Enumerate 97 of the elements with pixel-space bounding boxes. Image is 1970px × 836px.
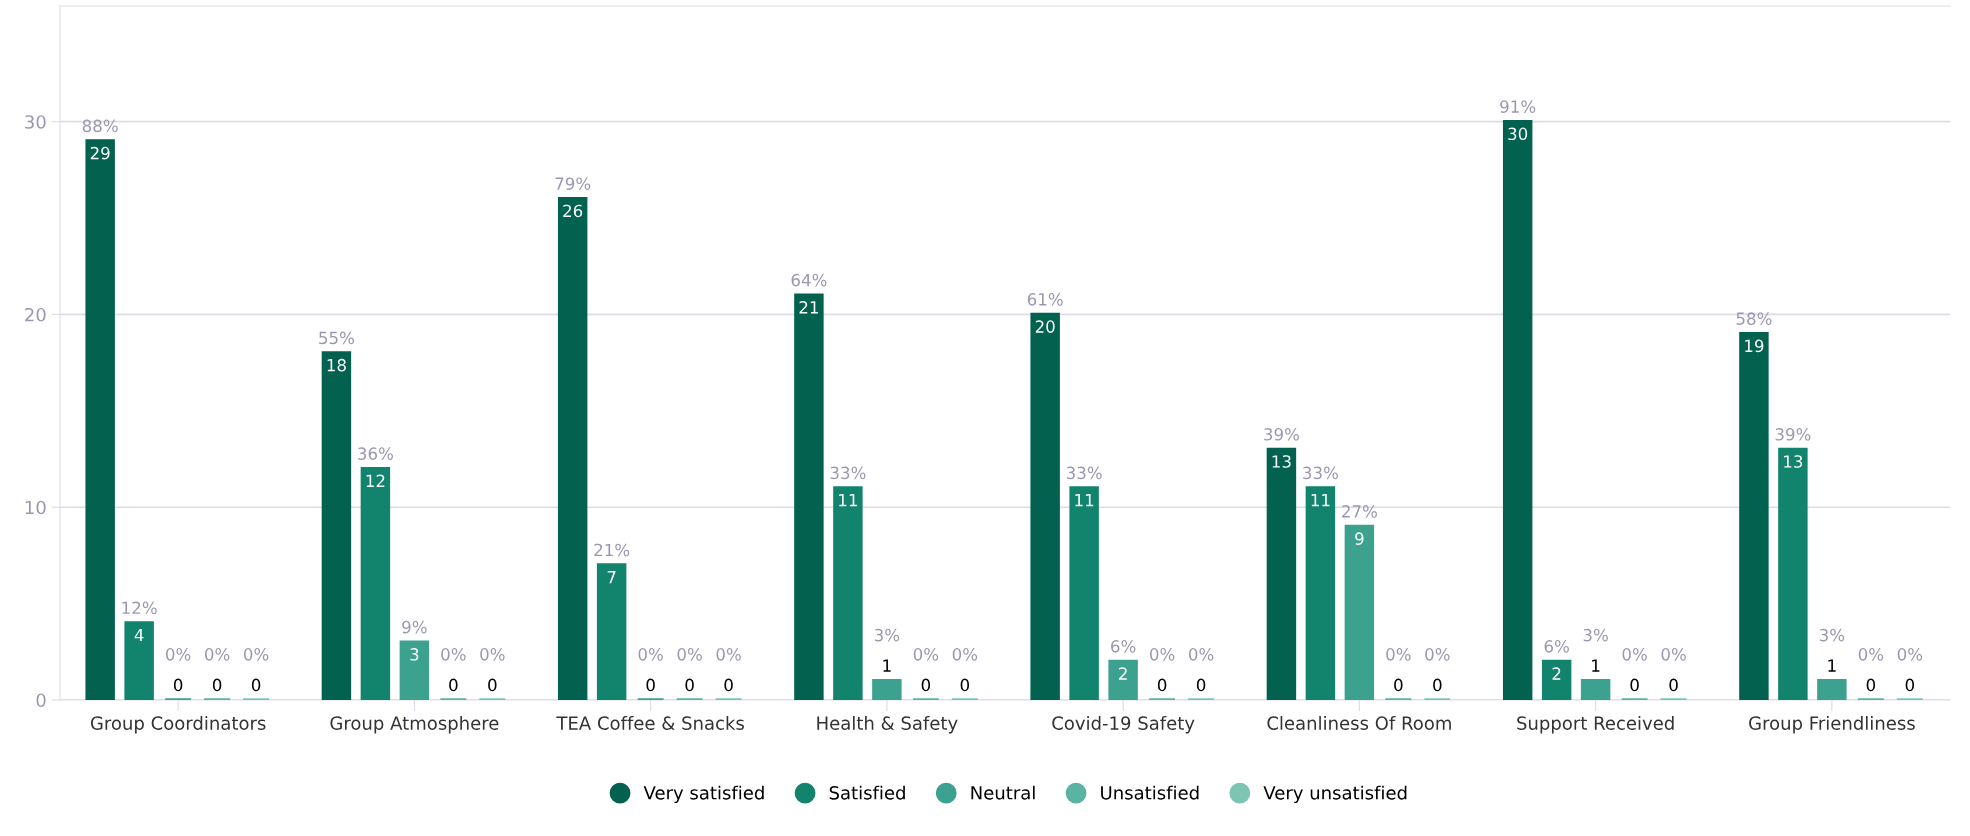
annotation: 0%: [441, 648, 466, 661]
data-label: 11: [839, 494, 857, 507]
legend-label: Neutral: [971, 785, 1035, 800]
annotation: 6%: [1111, 640, 1136, 653]
annotation: 33%: [830, 466, 866, 480]
data-label: 0: [960, 678, 970, 692]
data-label: 0: [173, 678, 183, 692]
data-label: 13: [1272, 455, 1291, 468]
data-label: 0: [1905, 678, 1915, 692]
annotation: 33%: [1303, 466, 1338, 480]
annotation: 88%: [82, 119, 118, 133]
x-tick-label: Group Atmosphere: [330, 715, 499, 734]
x-tick-label: Cleanliness Of Room: [1267, 715, 1451, 730]
annotation: 0%: [1858, 648, 1884, 661]
annotation: 0%: [952, 648, 978, 661]
data-label: 0: [1196, 678, 1206, 692]
legend-label: Very unsatisfied: [1263, 785, 1407, 804]
data-label: 2: [1552, 667, 1561, 680]
annotation: 61%: [1027, 293, 1063, 306]
annotation: 0%: [204, 648, 230, 661]
data-label: 0: [1157, 678, 1167, 692]
data-label: 20: [1035, 320, 1055, 333]
annotation: 0%: [166, 648, 191, 661]
legend-label: Satisfied: [829, 785, 905, 800]
annotation: 33%: [1066, 466, 1102, 480]
y-tick-label: 20: [25, 307, 46, 322]
data-label: 0: [1394, 678, 1403, 692]
data-label: 21: [799, 301, 818, 314]
x-tick-label: Covid-19 Safety: [1052, 715, 1195, 734]
legend-label: Unsatisfied: [1101, 785, 1199, 800]
data-label: 26: [563, 204, 583, 218]
annotation: 0%: [1897, 648, 1923, 661]
data-label: 11: [1311, 494, 1330, 507]
data-label: 12: [366, 474, 385, 487]
data-label: 0: [1669, 678, 1678, 692]
annotation: 58%: [1736, 312, 1772, 325]
annotation: 0%: [1149, 648, 1175, 661]
annotation: 55%: [319, 331, 355, 345]
data-label: 0: [921, 678, 931, 692]
data-label: 0: [1433, 678, 1442, 692]
annotation: 9%: [402, 620, 427, 634]
y-tick-label: 30: [25, 115, 46, 129]
annotation: 0%: [913, 648, 939, 661]
data-label: 0: [212, 678, 222, 692]
annotation: 39%: [1775, 428, 1811, 441]
annotation: 0%: [1386, 648, 1411, 661]
annotation: 12%: [122, 601, 157, 615]
data-label: 2: [1119, 667, 1127, 680]
data-label: 30: [1508, 127, 1528, 141]
annotation: 91%: [1500, 100, 1536, 113]
annotation: 6%: [1544, 640, 1569, 653]
data-label: 0: [488, 678, 497, 692]
annotation: 0%: [1661, 648, 1686, 661]
data-label: 29: [90, 146, 110, 160]
x-tick-label: Group Coordinators: [90, 715, 266, 734]
annotation: 0%: [243, 648, 269, 661]
data-label: 13: [1784, 455, 1803, 468]
annotation: 36%: [358, 447, 393, 460]
x-tick-label: Group Friendliness: [1749, 715, 1915, 734]
annotation: 39%: [1264, 428, 1300, 441]
data-label: 0: [646, 678, 655, 692]
annotation: 3%: [874, 628, 900, 642]
data-label: 0: [1630, 678, 1639, 692]
annotation: 64%: [791, 273, 827, 287]
legend-label: Very satisfied: [643, 785, 764, 804]
data-label: 1: [1828, 659, 1836, 672]
annotation: 79%: [555, 177, 591, 190]
data-label: 19: [1745, 339, 1764, 353]
annotation: 3%: [1583, 628, 1608, 642]
data-label: 0: [1866, 678, 1876, 692]
annotation: 0%: [1425, 648, 1450, 661]
annotation: 0%: [480, 648, 505, 661]
annotation: 0%: [1188, 648, 1214, 661]
data-label: 0: [685, 678, 694, 692]
y-tick-label: 10: [25, 500, 46, 515]
x-tick-label: Health & Safety: [817, 715, 958, 734]
annotation: 0%: [638, 648, 663, 661]
data-label: 9: [1355, 532, 1364, 545]
data-label: 0: [449, 678, 458, 692]
annotation: 0%: [716, 648, 741, 661]
data-label: 11: [1075, 494, 1094, 507]
annotation: 27%: [1342, 505, 1377, 518]
x-tick-label: Support Received: [1517, 715, 1674, 734]
data-label: 18: [327, 358, 346, 372]
annotation: 0%: [677, 648, 702, 661]
data-label: 1: [883, 659, 891, 672]
x-tick-label: TEA Coffee & Snacks: [556, 715, 744, 730]
data-label: 1: [1592, 659, 1600, 672]
annotation: 3%: [1819, 628, 1845, 642]
data-label: 0: [724, 678, 733, 692]
y-tick-label: 0: [36, 693, 46, 708]
annotation: 0%: [1622, 648, 1647, 661]
data-label: 4: [134, 628, 144, 642]
annotation: 21%: [594, 543, 630, 557]
data-label: 7: [607, 571, 616, 584]
data-label: 3: [410, 648, 419, 661]
data-label: 0: [251, 678, 261, 692]
